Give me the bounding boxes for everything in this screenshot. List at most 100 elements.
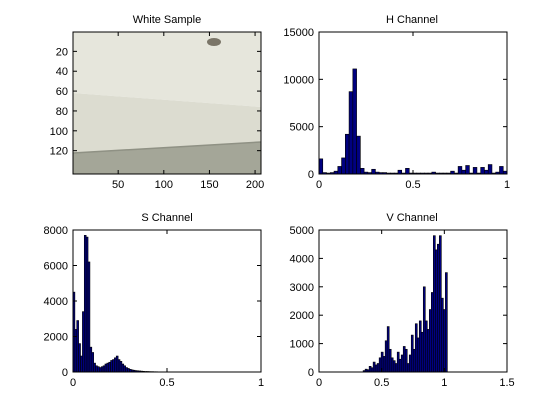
x-tick-label: 1 xyxy=(441,377,447,389)
histogram-bar xyxy=(400,354,404,373)
histogram-bar xyxy=(398,358,402,373)
debris-object xyxy=(207,38,221,46)
y-tick-label: 0 xyxy=(308,367,314,379)
histogram-bar xyxy=(394,363,398,373)
y-tick-label: 3000 xyxy=(290,282,314,294)
histogram-bar xyxy=(392,360,396,373)
histogram-bar xyxy=(397,169,403,175)
histogram-bar xyxy=(499,166,504,175)
histogram-bar xyxy=(356,135,361,175)
histogram-bar xyxy=(386,326,390,373)
histogram-bar xyxy=(437,243,440,373)
axes-box xyxy=(318,229,508,373)
histogram-bar xyxy=(396,351,400,373)
histogram-bar xyxy=(368,366,372,373)
histogram-bar xyxy=(378,357,382,373)
histogram-bar xyxy=(405,168,410,175)
axis-ticks: 0 5000 10000 15000 0 0.5 1 xyxy=(283,27,510,191)
histogram-bar xyxy=(384,340,388,373)
histogram-bar xyxy=(416,337,420,373)
panel-h-channel: H Channel 0 5000 10000 15000 0 0.5 1 xyxy=(283,14,510,191)
histogram-bar xyxy=(484,169,489,175)
x-tick-label: 0.5 xyxy=(405,179,420,191)
y-tick-label: 5000 xyxy=(290,122,314,134)
histogram-bar xyxy=(370,367,374,373)
histogram-bar xyxy=(337,166,342,175)
histogram-bar xyxy=(348,91,354,175)
y-tick-label: 5000 xyxy=(290,225,314,237)
x-tick-label: 200 xyxy=(246,179,264,191)
histogram-bar xyxy=(418,320,422,373)
y-tick-label: 60 xyxy=(56,86,68,98)
histogram-bar xyxy=(424,320,428,373)
x-tick-label: 100 xyxy=(155,179,173,191)
histogram-bar xyxy=(441,297,444,373)
histogram-bar xyxy=(390,357,394,373)
panel-s-channel: S Channel 0 2000 4000 6000 8000 0 0.5 1 xyxy=(44,212,265,389)
panel-title-h-channel: H Channel xyxy=(386,14,438,26)
x-tick-label: 0 xyxy=(70,377,76,389)
y-tick-label: 2000 xyxy=(290,310,314,322)
histogram-bar xyxy=(352,68,357,175)
histogram-bar xyxy=(487,164,493,175)
sample-image xyxy=(72,32,262,174)
histogram-bar xyxy=(341,157,346,175)
panel-white-sample: White Sample 20 40 60 80 100 120 50 100 150 200 xyxy=(50,14,265,191)
y-tick-label: 1000 xyxy=(290,339,314,351)
histogram-bar xyxy=(435,249,438,373)
histogram-bar xyxy=(461,169,466,175)
x-tick-label: 1 xyxy=(258,377,264,389)
histogram-bar xyxy=(374,364,378,373)
histogram-bar xyxy=(472,167,478,175)
x-tick-label: 0.5 xyxy=(159,377,174,389)
y-tick-label: 2000 xyxy=(44,332,68,344)
axis-ticks: 20 40 60 80 100 120 50 100 150 200 xyxy=(50,32,264,191)
x-tick-label: 0.5 xyxy=(374,377,389,389)
histogram-bar xyxy=(376,363,380,373)
panel-title-s-channel: S Channel xyxy=(141,212,192,224)
axes-box xyxy=(72,31,262,175)
panel-v-channel: V Channel 0 1000 2000 3000 4000 5000 0 0.5 1 1.5 xyxy=(290,212,515,389)
histogram-bar xyxy=(402,346,406,373)
histogram-bar xyxy=(360,168,365,175)
histogram-bar xyxy=(345,133,350,175)
y-tick-label: 0 xyxy=(62,367,68,379)
x-tick-label: 1 xyxy=(504,179,510,191)
histogram-bar xyxy=(433,235,436,373)
histogram-bar xyxy=(443,309,446,373)
histogram-bar xyxy=(420,331,424,373)
y-tick-label: 80 xyxy=(56,106,68,118)
panel-title-v-channel: V Channel xyxy=(386,212,437,224)
y-tick-label: 8000 xyxy=(44,225,68,237)
histogram-bar xyxy=(445,272,448,373)
y-tick-label: 6000 xyxy=(44,261,68,273)
histogram-bar xyxy=(430,292,434,373)
panel-title-white-sample: White Sample xyxy=(133,14,201,26)
histogram-bar xyxy=(428,309,432,373)
histogram-bar xyxy=(410,334,414,373)
histogram-bar xyxy=(382,356,386,373)
histogram-bar xyxy=(371,168,376,175)
histogram-bar xyxy=(480,167,485,175)
histogram-bar xyxy=(412,348,416,373)
y-tick-label: 0 xyxy=(308,169,314,181)
histogram-bar xyxy=(457,166,463,175)
histogram-bar xyxy=(406,363,410,373)
histogram-bars xyxy=(362,235,448,373)
histogram-bar xyxy=(404,348,408,373)
y-tick-label: 100 xyxy=(50,126,68,138)
histogram-bar xyxy=(414,323,418,373)
histogram-bar xyxy=(372,361,376,373)
x-tick-label: 1.5 xyxy=(499,377,514,389)
x-tick-label: 50 xyxy=(112,179,124,191)
y-tick-label: 10000 xyxy=(283,74,314,86)
histogram-bar xyxy=(408,354,412,373)
y-tick-label: 4000 xyxy=(290,253,314,265)
histogram-bar xyxy=(422,286,426,373)
y-tick-label: 15000 xyxy=(283,27,314,39)
x-tick-label: 0 xyxy=(316,179,322,191)
x-tick-label: 150 xyxy=(200,179,218,191)
histogram-bar xyxy=(388,348,392,373)
y-tick-label: 4000 xyxy=(44,296,68,308)
